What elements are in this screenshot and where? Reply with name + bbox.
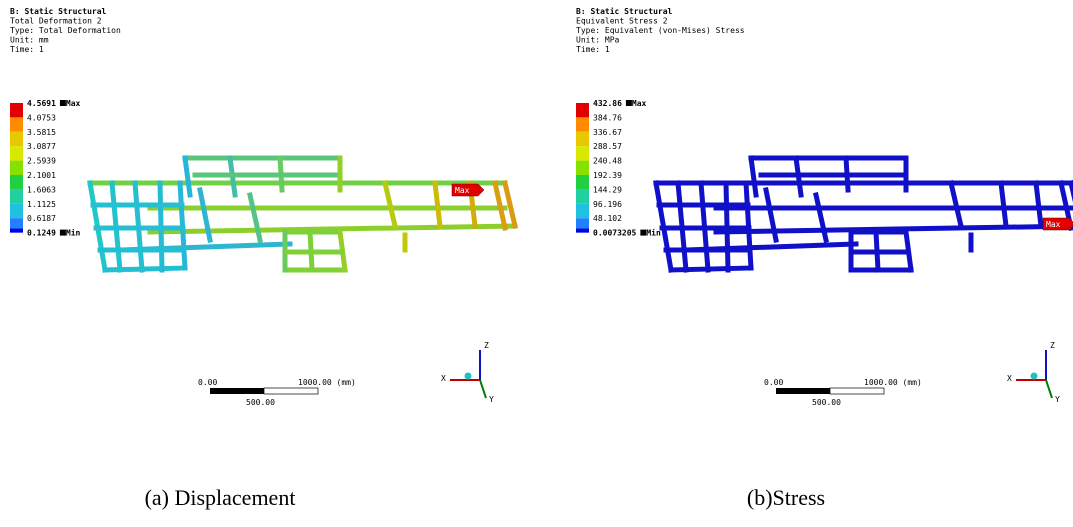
triad-ball [1031, 373, 1038, 380]
probe-label: Max [1046, 220, 1061, 229]
frame-member [1001, 183, 1006, 226]
legend-label: 384.76 [593, 113, 622, 122]
triad-label: Y [1055, 395, 1060, 404]
legend-bin [576, 161, 589, 175]
triad-label: Z [484, 341, 489, 350]
header-line: B: Static Structural [576, 6, 673, 16]
probe-label: Max [455, 186, 470, 195]
frame-member [751, 158, 756, 195]
legend-label: 4.5691 [27, 99, 56, 108]
legend-tag: Min [66, 228, 81, 238]
legend-label: 4.0753 [27, 113, 56, 122]
legend-bin [10, 161, 23, 175]
scale-left: 0.00 [764, 378, 783, 387]
triad-label: Y [489, 395, 494, 404]
triad-label: X [441, 374, 446, 383]
frame-member [671, 268, 751, 270]
frame-member [435, 183, 440, 226]
legend-bin [576, 103, 589, 117]
legend-bin [10, 117, 23, 131]
legend-label: 3.5815 [27, 128, 56, 137]
triad-label: X [1007, 374, 1012, 383]
frame-member [250, 195, 260, 240]
legend-label: 96.196 [593, 200, 622, 209]
header-line: Time: 1 [576, 45, 610, 54]
legend-bin [10, 229, 23, 233]
triad-y [480, 380, 486, 398]
legend-tag: Max [66, 99, 81, 108]
legend-label: 3.0877 [27, 142, 56, 151]
header-line: Unit: MPa [576, 36, 620, 45]
scale-white [264, 388, 318, 394]
legend-label: 48.102 [593, 214, 622, 223]
legend-bin [576, 117, 589, 131]
scale-black [776, 388, 830, 394]
scale-left: 0.00 [198, 378, 217, 387]
legend-bin [576, 229, 589, 233]
legend-tag: Max [632, 99, 647, 108]
frame-member [385, 183, 395, 226]
scale-right: 1000.00 (mm) [298, 378, 356, 387]
header-line: Type: Total Deformation [10, 26, 121, 35]
header-line: B: Static Structural [10, 6, 107, 16]
legend-bin [10, 189, 23, 203]
triad-y [1046, 380, 1052, 398]
legend-bin [576, 132, 589, 146]
legend-bin [576, 175, 589, 189]
legend-label: 336.67 [593, 128, 622, 137]
legend-label: 288.57 [593, 142, 622, 151]
frame-member [1036, 183, 1041, 226]
triad-label: Z [1050, 341, 1055, 350]
legend-bin [576, 204, 589, 218]
figure: B: Static StructuralTotal Deformation 2T… [0, 0, 1073, 527]
scale-black [210, 388, 264, 394]
legend-tag: Min [646, 228, 661, 238]
scale-mid: 500.00 [246, 398, 275, 407]
header-line: Type: Equivalent (von-Mises) Stress [576, 26, 745, 35]
header-line: Time: 1 [10, 45, 44, 54]
legend-label: 1.1125 [27, 200, 56, 209]
legend-bin [576, 189, 589, 203]
scale-right: 1000.00 (mm) [864, 378, 922, 387]
caption: (a) Displacement [145, 485, 296, 510]
scale-mid: 500.00 [812, 398, 841, 407]
caption: (b)Stress [747, 485, 825, 510]
frame-member [816, 195, 826, 240]
frame-member [105, 268, 185, 270]
header-line: Total Deformation 2 [10, 17, 102, 26]
legend-bin [10, 204, 23, 218]
legend-bin [10, 132, 23, 146]
legend-bin [576, 146, 589, 160]
legend-bin [10, 146, 23, 160]
frame-member [951, 183, 961, 226]
triad-ball [465, 373, 472, 380]
legend-label: 0.1249 [27, 229, 56, 238]
legend-label: 144.29 [593, 185, 622, 194]
legend-label: 1.6063 [27, 185, 56, 194]
header-line: Unit: mm [10, 36, 49, 45]
legend-label: 432.86 [593, 99, 622, 108]
legend-label: 240.48 [593, 157, 622, 166]
frame-member [505, 183, 515, 226]
legend-label: 192.39 [593, 171, 622, 180]
legend-label: 0.6187 [27, 214, 56, 223]
legend-label: 2.1001 [27, 171, 56, 180]
header-line: Equivalent Stress 2 [576, 17, 668, 26]
legend-label: 0.0073205 [593, 229, 637, 238]
legend-bin [10, 175, 23, 189]
frame-member [185, 158, 190, 195]
legend-bin [10, 103, 23, 117]
legend-label: 2.5939 [27, 157, 56, 166]
scale-white [830, 388, 884, 394]
